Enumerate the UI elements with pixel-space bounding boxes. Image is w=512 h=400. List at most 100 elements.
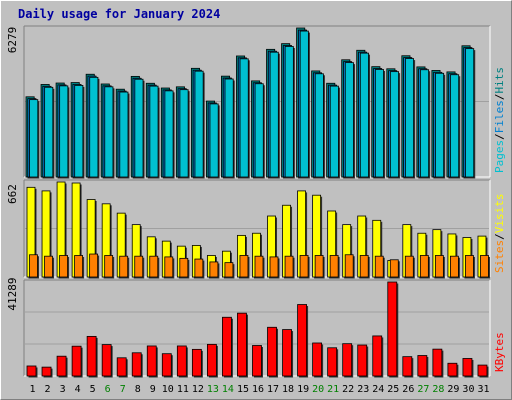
day-label: 27 [417, 384, 429, 395]
day-label: 31 [477, 384, 489, 395]
sites-bar [359, 255, 369, 278]
sites-bar [299, 255, 309, 278]
day-label: 30 [462, 384, 474, 395]
kbytes-legend: KBytes [493, 332, 506, 372]
sites-bar [44, 255, 53, 278]
kbytes-bar [41, 366, 52, 377]
visits-legend-entry: Visits [493, 194, 506, 234]
kbytes-bar [312, 342, 323, 377]
kbytes-legend-entry: KBytes [493, 332, 506, 372]
sites-bar [314, 255, 324, 278]
pages-bar [435, 72, 445, 178]
day-label: 10 [162, 384, 174, 395]
sites-bar [239, 255, 249, 278]
hits-legend-entry: / [493, 94, 506, 101]
day-label: 15 [237, 384, 249, 395]
pages-bar [284, 46, 294, 178]
kbytes-bar [477, 364, 488, 377]
day-label: 5 [90, 384, 96, 395]
sites-bar [344, 254, 354, 278]
pages-bar [74, 85, 84, 178]
day-label: 20 [312, 384, 324, 395]
sites-bar [404, 255, 414, 278]
sites-bar [149, 255, 159, 278]
sites-bar [450, 255, 459, 278]
sites-bar [284, 255, 294, 278]
pages-bar [104, 86, 114, 178]
kbytes-bar [26, 365, 37, 377]
sites-bar [59, 255, 68, 278]
sites-bar [179, 257, 189, 278]
pages-bar [254, 83, 264, 178]
pages-bar [149, 85, 159, 178]
day-label: 7 [120, 384, 126, 395]
sites-bar [209, 261, 219, 278]
sites-bar [329, 255, 339, 278]
hits-max-label: 6279 [6, 27, 19, 54]
day-label: 4 [75, 384, 81, 395]
pages-bar [389, 71, 399, 178]
kbytes-bar [161, 353, 172, 377]
kbytes-max-label: 41289 [6, 277, 19, 310]
sites-bar [134, 255, 144, 278]
kbytes-bar [191, 348, 202, 377]
hits-legend-entry: Pages [493, 140, 506, 173]
sites-bar [224, 262, 234, 278]
hits-legend-entry: Hits [493, 67, 506, 94]
day-label: 16 [252, 384, 264, 395]
kbytes-bar [101, 344, 112, 377]
hits-legend-entry: / [493, 133, 506, 140]
kbytes-bar [176, 345, 187, 377]
sites-bar [434, 255, 444, 278]
pages-bar [29, 99, 39, 178]
kbytes-bar [417, 355, 428, 377]
pages-bar [359, 52, 369, 178]
kbytes-bar [56, 355, 67, 377]
kbytes-bar [116, 357, 127, 377]
day-label: 22 [342, 384, 354, 395]
day-label: 3 [60, 384, 66, 395]
sites-bar [465, 255, 474, 278]
pages-bar [269, 51, 279, 178]
day-label: 14 [222, 384, 234, 395]
day-label: 1 [30, 384, 36, 395]
kbytes-bar [71, 345, 82, 377]
pages-bar [420, 69, 430, 178]
sites-bar [164, 256, 174, 278]
hits-legend-entry: Files [493, 100, 506, 133]
pages-bar [164, 90, 174, 178]
day-label: 2 [45, 384, 51, 395]
kbytes-bar [146, 345, 157, 377]
pages-bar [209, 103, 219, 178]
sites-bar [194, 258, 204, 278]
hits-legend: Pages/Files/Hits [493, 67, 506, 173]
kbytes-bar [402, 356, 413, 377]
day-label: 12 [192, 384, 204, 395]
day-label: 11 [177, 384, 189, 395]
pages-bar [119, 91, 129, 178]
kbytes-bar [267, 326, 277, 377]
chart-title: Daily usage for January 2024 [18, 7, 221, 21]
sites-bar [269, 256, 279, 278]
kbytes-bar [387, 281, 398, 377]
visits-legend: Sites/Visits [493, 194, 506, 274]
day-label: 24 [372, 384, 384, 395]
kbytes-bar [342, 343, 353, 377]
sites-bar [74, 255, 83, 278]
day-label: 8 [135, 384, 141, 395]
sites-bar [104, 255, 114, 278]
sites-bar [480, 255, 489, 278]
kbytes-bar [131, 352, 142, 377]
sites-bar [389, 259, 399, 278]
visits-legend-entry: Sites [493, 240, 506, 273]
pages-bar [465, 48, 475, 178]
pages-bar [450, 74, 460, 178]
kbytes-bar [447, 362, 458, 377]
kbytes-bar [86, 335, 97, 377]
pages-bar [344, 62, 354, 178]
day-label: 18 [282, 384, 294, 395]
pages-bar [89, 76, 99, 178]
day-label: 17 [267, 384, 279, 395]
kbytes-bar [372, 335, 383, 377]
